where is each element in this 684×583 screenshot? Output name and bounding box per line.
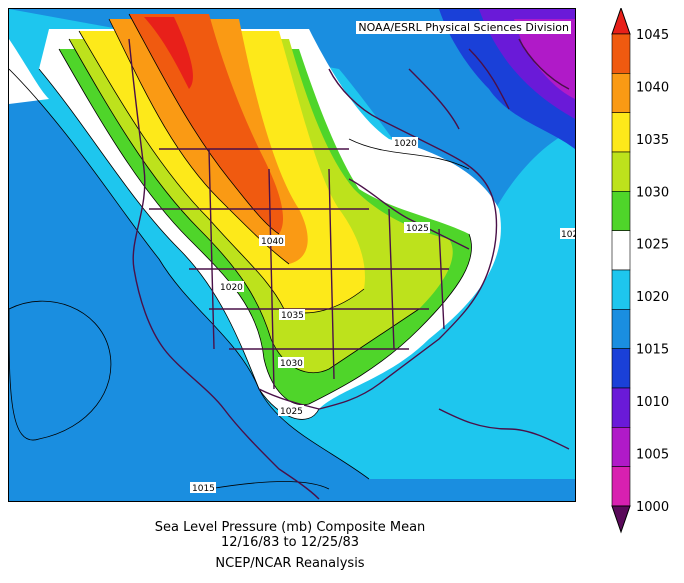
color-scale-label: 1000 [636,500,669,515]
color-scale-swatch [611,33,631,74]
color-scale-swatch [611,230,631,271]
color-scale-swatch [611,112,631,153]
color-scale-swatch [611,309,631,349]
color-scale-label: 1045 [636,28,669,43]
contour-labels: 1020 1025 102 1040 1020 1035 1030 1025 1… [190,137,575,494]
color-scale-bottom-arrow [611,505,631,534]
color-scale-swatch [611,151,631,192]
contour-label-1015: 1015 [192,484,215,494]
contour-label-1035: 1035 [281,311,304,321]
color-scale-swatch [611,269,631,310]
map-canvas: 1020 1025 102 1040 1020 1035 1030 1025 1… [9,9,575,501]
color-scale: 1045 1040 1035 1030 1025 1020 1015 1010 1005 1000 [611,8,669,534]
color-scale-label: 1030 [636,185,669,200]
color-scale-swatches [611,8,631,534]
contour-label-1025-south: 1025 [280,407,303,417]
color-scale-top-arrow [611,8,631,35]
color-scale-labels: 1045 1040 1035 1030 1025 1020 1015 1010 1005 1000 [636,28,669,515]
color-scale-swatch [611,73,631,113]
color-scale-label: 1035 [636,133,669,148]
contour-label-1040: 1040 [261,237,284,247]
contour-label-1025-east: 1025 [406,224,429,234]
contour-label-102-edge: 102 [561,230,575,240]
color-scale-label: 1040 [636,80,669,95]
map-caption: Sea Level Pressure (mb) Composite Mean 1… [0,520,580,571]
color-scale-label: 1010 [636,395,669,410]
band-high-core [129,14,284,234]
color-scale-swatch [611,427,631,467]
color-scale-swatch [611,387,631,428]
color-scale-label: 1005 [636,447,669,462]
band-low-1000 [514,19,575,99]
color-scale-label: 1015 [636,343,669,358]
color-scale-swatch [611,191,631,231]
color-scale-label: 1020 [636,290,669,305]
credit-text: NOAA/ESRL Physical Sciences Division [356,21,571,34]
color-scale-swatch [611,466,631,507]
color-scale-label: 1025 [636,238,669,253]
coastlines [128,38,570,500]
contour-label-1030: 1030 [280,359,303,369]
contour-label-1020-west: 1020 [220,283,243,293]
contour-label-1020-north: 1020 [394,139,417,149]
caption-dates: 12/16/83 to 12/25/83 [220,535,360,550]
caption-title: Sea Level Pressure (mb) Composite Mean [154,520,426,535]
band-red-core [144,17,194,89]
pressure-map: 1020 1025 102 1040 1020 1035 1030 1025 1… [8,8,576,502]
caption-source: NCEP/NCAR Reanalysis [215,556,365,571]
color-scale-swatch [611,348,631,389]
band-west-1025 [9,39,49,104]
